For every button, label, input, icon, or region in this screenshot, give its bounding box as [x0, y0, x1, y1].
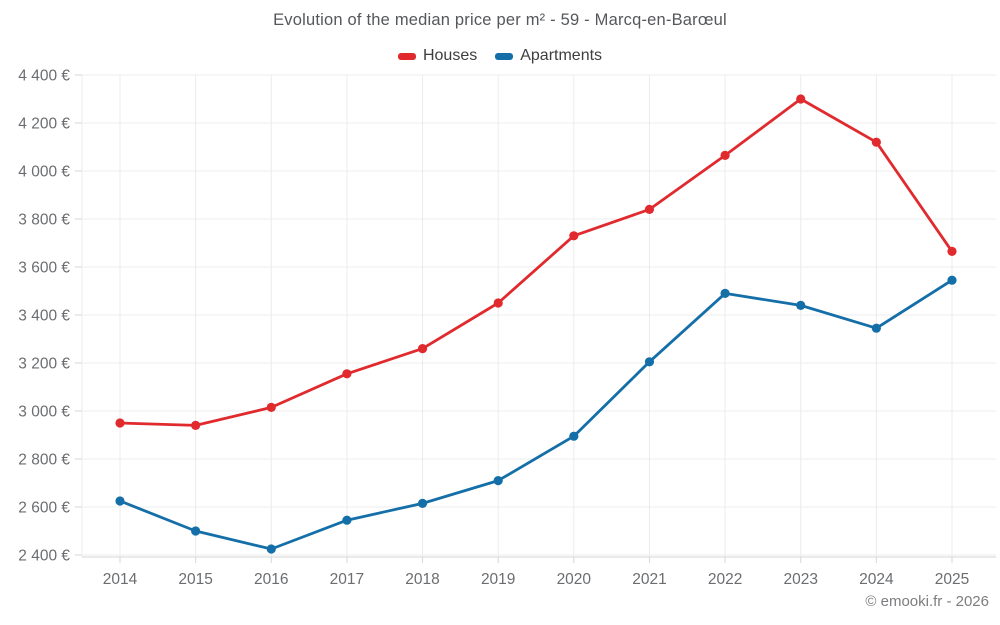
- data-point: [417, 498, 428, 508]
- data-point: [720, 288, 730, 298]
- legend: Houses Apartments: [0, 47, 1000, 65]
- x-tick-label: 2021: [632, 571, 666, 588]
- y-tick-label: 4 400 €: [18, 68, 70, 85]
- x-tick-label: 2015: [178, 571, 212, 588]
- data-point: [871, 323, 881, 333]
- y-tick-label: 3 200 €: [18, 356, 70, 373]
- y-tick-label: 3 000 €: [18, 404, 70, 421]
- data-point: [493, 476, 503, 486]
- x-tick-label: 2025: [935, 571, 969, 588]
- y-tick-label: 2 400 €: [18, 548, 70, 565]
- y-tick-label: 2 600 €: [18, 500, 70, 517]
- houses-legend-swatch-icon: [397, 52, 416, 60]
- data-point: [266, 544, 276, 554]
- x-tick-label: 2014: [103, 571, 138, 588]
- x-tick-label: 2019: [481, 571, 515, 588]
- y-tick-label: 4 000 €: [18, 164, 70, 181]
- legend-item-apartments[interactable]: Apartments: [495, 47, 602, 65]
- y-tick-label: 4 200 €: [18, 116, 70, 133]
- data-point: [191, 526, 201, 536]
- x-tick-label: 2016: [254, 571, 288, 588]
- series-line-houses: [118, 97, 954, 427]
- copyright-text: © emooki.fr - 2026: [865, 593, 989, 610]
- x-tick-label: 2018: [405, 571, 439, 588]
- data-point: [644, 357, 655, 367]
- data-point: [266, 402, 276, 412]
- data-point: [644, 204, 655, 214]
- data-point: [796, 94, 806, 104]
- series-line-apartments: [118, 278, 954, 551]
- data-point: [115, 496, 125, 506]
- data-point: [115, 418, 125, 428]
- apartments-legend-swatch-icon: [495, 52, 514, 60]
- legend-item-houses[interactable]: Houses: [397, 47, 478, 65]
- data-point: [342, 369, 352, 379]
- data-point: [947, 246, 957, 256]
- data-point: [871, 137, 881, 147]
- data-point: [342, 515, 352, 525]
- data-point: [569, 231, 579, 241]
- x-tick-label: 2017: [330, 571, 364, 588]
- chart-title: Evolution of the median price per m² - 5…: [273, 11, 727, 29]
- x-tick-label: 2023: [783, 571, 817, 588]
- data-point: [569, 431, 579, 441]
- data-point: [417, 344, 428, 354]
- data-point: [720, 150, 730, 160]
- x-tick-label: 2022: [708, 571, 742, 588]
- y-tick-label: 3 800 €: [18, 212, 70, 229]
- legend-label-apartments: Apartments: [520, 47, 603, 64]
- x-tick-label: 2024: [859, 571, 894, 588]
- legend-label-houses: Houses: [422, 47, 478, 64]
- data-point: [947, 275, 957, 285]
- y-tick-label: 2 800 €: [18, 452, 70, 469]
- data-point: [796, 300, 806, 310]
- x-tick-label: 2020: [557, 571, 592, 588]
- y-tick-label: 3 400 €: [18, 308, 70, 325]
- data-point: [191, 420, 201, 430]
- y-tick-label: 3 600 €: [18, 260, 70, 277]
- data-point: [493, 298, 503, 308]
